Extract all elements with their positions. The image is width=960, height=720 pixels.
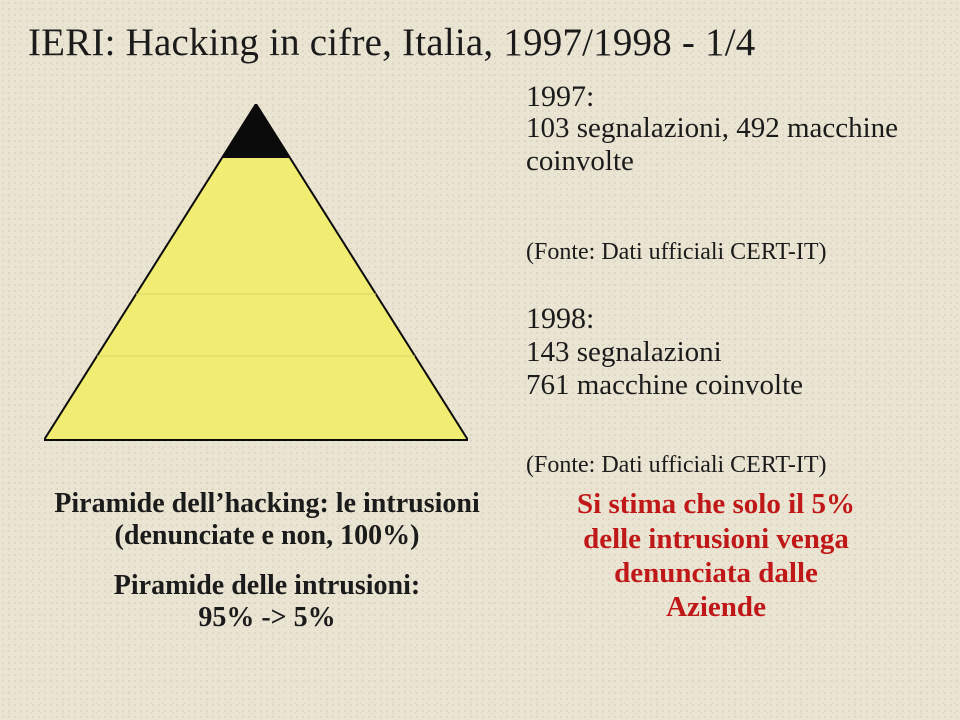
caption-line: (denunciate e non, 100%) <box>22 520 512 552</box>
year-1997-text: 103 segnalazioni, 492 macchine coinvolte <box>526 112 936 179</box>
stima-line: Aziende <box>536 590 896 624</box>
right-column: 1997: 103 segnalazioni, 492 macchine coi… <box>526 80 936 624</box>
year-1998-line-b: 761 macchine coinvolte <box>526 369 936 402</box>
caption-line: 95% -> 5% <box>22 602 512 634</box>
stima-line: Si stima che solo il 5% <box>536 487 896 521</box>
pyramid-tip <box>222 104 290 158</box>
stima-line: denunciata dalle <box>536 556 896 590</box>
caption-line: Piramide delle intrusioni: <box>22 570 512 602</box>
year-1998-line-a: 143 segnalazioni <box>526 336 936 369</box>
source-1998: (Fonte: Dati ufficiali CERT-IT) <box>526 452 936 479</box>
year-1998-label: 1998: <box>526 302 936 336</box>
left-caption: Piramide dell’hacking: le intrusioni (de… <box>22 488 512 634</box>
pyramid-svg <box>44 104 468 444</box>
stima-callout: Si stima che solo il 5% delle intrusioni… <box>536 487 896 624</box>
stima-line: delle intrusioni venga <box>536 522 896 556</box>
source-1997: (Fonte: Dati ufficiali CERT-IT) <box>526 239 936 266</box>
slide-title: IERI: Hacking in cifre, Italia, 1997/199… <box>28 20 755 65</box>
hacking-pyramid <box>44 104 468 444</box>
year-1997-label: 1997: <box>526 80 936 114</box>
caption-line: Piramide dell’hacking: le intrusioni <box>22 488 512 520</box>
